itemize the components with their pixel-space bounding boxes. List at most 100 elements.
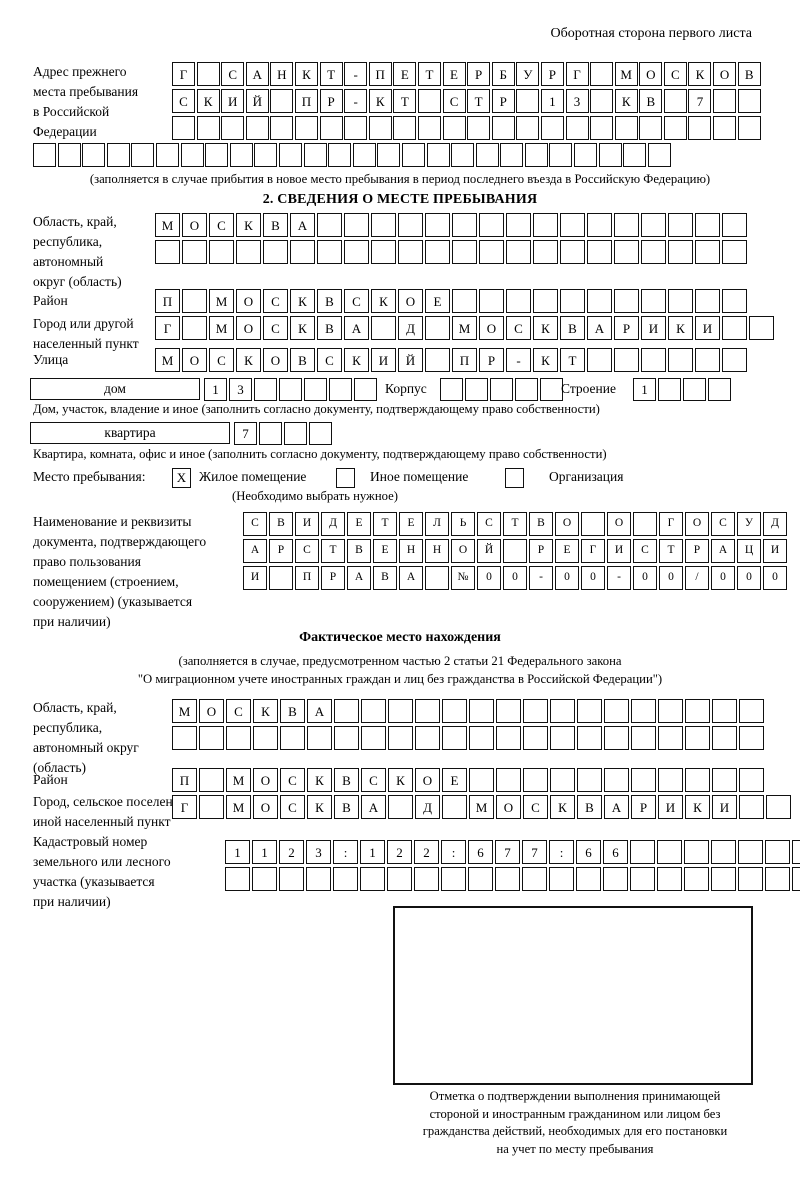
- char-cell[interactable]: Г: [659, 512, 683, 536]
- char-cell[interactable]: [469, 768, 494, 792]
- char-cell[interactable]: [479, 213, 504, 237]
- char-cell[interactable]: Д: [763, 512, 787, 536]
- char-cell[interactable]: [739, 699, 764, 723]
- char-cell[interactable]: Т: [393, 89, 417, 113]
- char-cell[interactable]: [685, 699, 710, 723]
- char-cell[interactable]: [614, 240, 639, 264]
- char-cell[interactable]: [560, 213, 585, 237]
- char-cell[interactable]: О: [236, 289, 261, 313]
- char-cell[interactable]: С: [523, 795, 548, 819]
- char-cell[interactable]: [590, 62, 614, 86]
- char-cell[interactable]: П: [295, 566, 319, 590]
- char-cell[interactable]: [401, 143, 425, 167]
- char-cell[interactable]: [737, 116, 761, 140]
- char-cell[interactable]: [663, 89, 687, 113]
- char-cell[interactable]: [306, 867, 331, 891]
- char-cell[interactable]: [708, 378, 731, 401]
- char-cell[interactable]: [711, 867, 736, 891]
- char-cell[interactable]: [496, 726, 521, 750]
- char-cell[interactable]: [393, 116, 417, 140]
- char-cell[interactable]: [647, 143, 671, 167]
- char-cell[interactable]: [388, 726, 413, 750]
- char-cell[interactable]: М: [226, 768, 251, 792]
- char-cell[interactable]: С: [209, 348, 234, 372]
- char-cell[interactable]: [614, 213, 639, 237]
- char-cell[interactable]: [495, 867, 520, 891]
- char-cell[interactable]: Й: [245, 89, 269, 113]
- char-cell[interactable]: Ц: [737, 539, 761, 563]
- char-cell[interactable]: [604, 699, 629, 723]
- char-cell[interactable]: [182, 240, 207, 264]
- char-cell[interactable]: [604, 726, 629, 750]
- char-cell[interactable]: 1: [225, 840, 250, 864]
- char-cell[interactable]: [387, 867, 412, 891]
- char-cell[interactable]: [236, 240, 261, 264]
- char-cell[interactable]: [303, 143, 327, 167]
- char-cell[interactable]: К: [344, 348, 369, 372]
- char-cell[interactable]: Е: [425, 289, 450, 313]
- char-cell[interactable]: К: [290, 289, 315, 313]
- char-cell[interactable]: К: [685, 795, 710, 819]
- char-cell[interactable]: [442, 795, 467, 819]
- char-cell[interactable]: Г: [565, 62, 589, 86]
- char-cell[interactable]: В: [334, 768, 359, 792]
- char-cell[interactable]: [739, 726, 764, 750]
- char-cell[interactable]: О: [253, 795, 278, 819]
- char-cell[interactable]: Р: [269, 539, 293, 563]
- char-cell[interactable]: [590, 89, 614, 113]
- char-cell[interactable]: [82, 143, 106, 167]
- char-cell[interactable]: С: [663, 62, 687, 86]
- char-cell[interactable]: К: [688, 62, 712, 86]
- char-cell[interactable]: Л: [425, 512, 449, 536]
- char-cell[interactable]: [684, 840, 709, 864]
- char-cell[interactable]: [344, 240, 369, 264]
- char-cell[interactable]: О: [263, 348, 288, 372]
- char-cell[interactable]: [722, 289, 747, 313]
- char-cell[interactable]: И: [243, 566, 267, 590]
- char-cell[interactable]: [270, 89, 294, 113]
- char-cell[interactable]: [361, 699, 386, 723]
- char-cell[interactable]: О: [182, 348, 207, 372]
- char-cell[interactable]: [713, 89, 737, 113]
- char-cell[interactable]: 7: [495, 840, 520, 864]
- char-cell[interactable]: [641, 240, 666, 264]
- char-cell[interactable]: 0: [555, 566, 579, 590]
- char-cell[interactable]: [284, 422, 307, 445]
- char-cell[interactable]: Й: [398, 348, 423, 372]
- char-cell[interactable]: К: [253, 699, 278, 723]
- char-cell[interactable]: -: [506, 348, 531, 372]
- char-cell[interactable]: [415, 726, 440, 750]
- char-cell[interactable]: [442, 726, 467, 750]
- flat-number-cells[interactable]: 7: [234, 422, 332, 445]
- char-cell[interactable]: А: [587, 316, 612, 340]
- char-cell[interactable]: В: [334, 795, 359, 819]
- char-cell[interactable]: [739, 795, 764, 819]
- char-cell[interactable]: М: [226, 795, 251, 819]
- char-cell[interactable]: -: [344, 89, 368, 113]
- char-cell[interactable]: Р: [479, 348, 504, 372]
- char-cell[interactable]: 3: [565, 89, 589, 113]
- char-cell[interactable]: [425, 240, 450, 264]
- char-cell[interactable]: К: [614, 89, 638, 113]
- char-cell[interactable]: [533, 289, 558, 313]
- char-cell[interactable]: В: [347, 539, 371, 563]
- char-cell[interactable]: [388, 795, 413, 819]
- char-cell[interactable]: [695, 240, 720, 264]
- char-cell[interactable]: [792, 840, 800, 864]
- char-cell[interactable]: [639, 116, 663, 140]
- char-cell[interactable]: В: [269, 512, 293, 536]
- char-cell[interactable]: О: [685, 512, 709, 536]
- char-cell[interactable]: Г: [581, 539, 605, 563]
- char-cell[interactable]: П: [172, 768, 197, 792]
- char-cell[interactable]: [765, 840, 790, 864]
- char-cell[interactable]: [574, 143, 598, 167]
- char-cell[interactable]: [490, 378, 513, 401]
- char-cell[interactable]: [631, 768, 656, 792]
- char-cell[interactable]: [229, 143, 253, 167]
- char-cell[interactable]: [712, 726, 737, 750]
- char-cell[interactable]: [523, 768, 548, 792]
- char-cell[interactable]: [269, 566, 293, 590]
- char-cell[interactable]: [695, 213, 720, 237]
